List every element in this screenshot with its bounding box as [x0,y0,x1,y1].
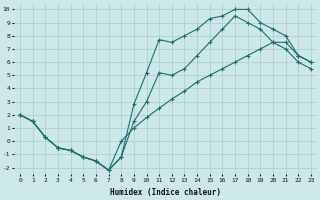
X-axis label: Humidex (Indice chaleur): Humidex (Indice chaleur) [110,188,221,197]
